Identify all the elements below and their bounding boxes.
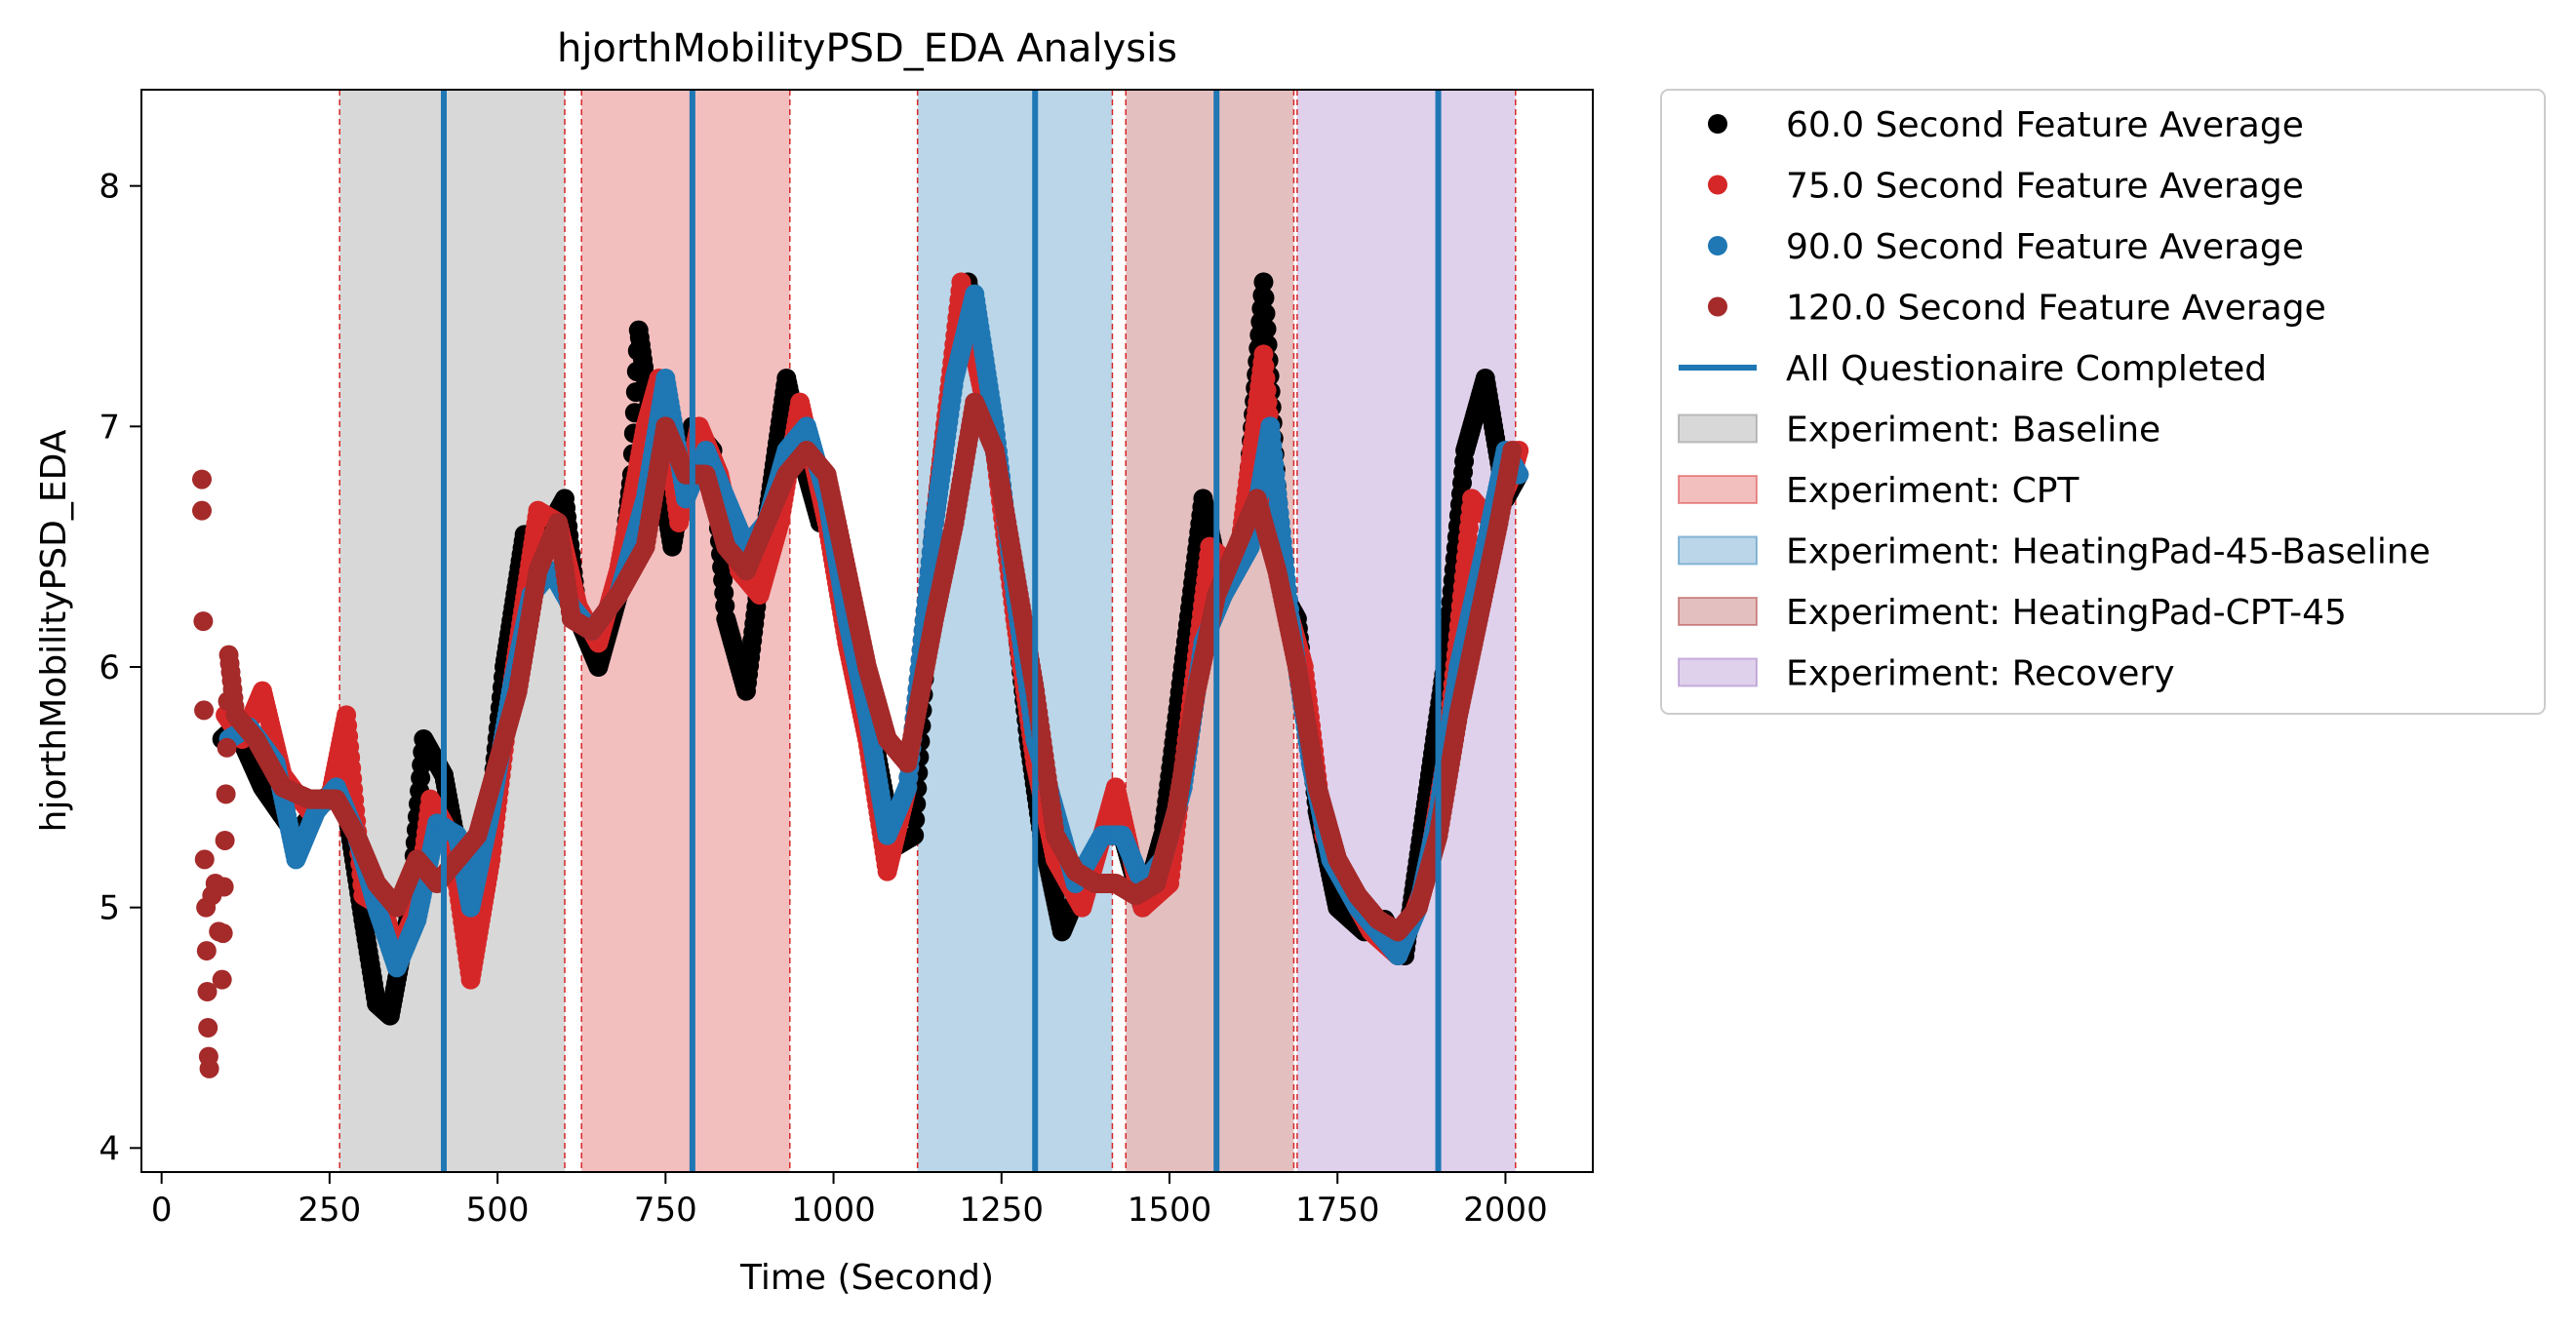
- data-point: [192, 501, 212, 521]
- data-point: [195, 849, 215, 869]
- data-point: [194, 700, 214, 720]
- data-point: [218, 738, 237, 758]
- data-point: [192, 470, 212, 489]
- data-point: [197, 941, 217, 960]
- data-point: [198, 1018, 218, 1037]
- data-point: [216, 831, 235, 850]
- data-point: [193, 611, 213, 631]
- data-point: [214, 923, 233, 943]
- data-point: [217, 784, 236, 803]
- data-point: [215, 878, 234, 897]
- data-point: [213, 970, 232, 990]
- data-point: [200, 1059, 219, 1078]
